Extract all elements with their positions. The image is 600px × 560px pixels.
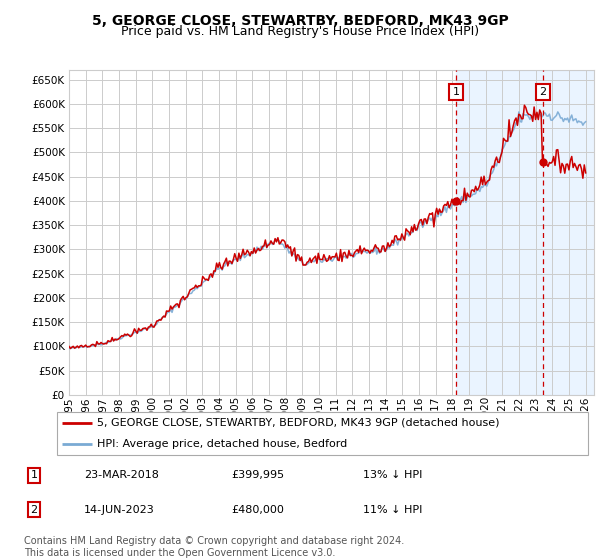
Text: 13% ↓ HPI: 13% ↓ HPI	[364, 470, 423, 480]
Text: 5, GEORGE CLOSE, STEWARTBY, BEDFORD, MK43 9GP (detached house): 5, GEORGE CLOSE, STEWARTBY, BEDFORD, MK4…	[97, 418, 499, 428]
Text: 14-JUN-2023: 14-JUN-2023	[84, 505, 155, 515]
Text: 1: 1	[31, 470, 37, 480]
Text: 5, GEORGE CLOSE, STEWARTBY, BEDFORD, MK43 9GP: 5, GEORGE CLOSE, STEWARTBY, BEDFORD, MK4…	[92, 14, 508, 28]
Text: £480,000: £480,000	[231, 505, 284, 515]
Bar	[456, 70, 600, 395]
Text: 23-MAR-2018: 23-MAR-2018	[84, 470, 159, 480]
Text: Contains HM Land Registry data © Crown copyright and database right 2024.
This d: Contains HM Land Registry data © Crown c…	[24, 536, 404, 558]
Text: Price paid vs. HM Land Registry's House Price Index (HPI): Price paid vs. HM Land Registry's House …	[121, 25, 479, 38]
Text: £399,995: £399,995	[231, 470, 284, 480]
Text: HPI: Average price, detached house, Bedford: HPI: Average price, detached house, Bedf…	[97, 439, 347, 449]
FancyBboxPatch shape	[56, 412, 588, 455]
Text: 1: 1	[452, 87, 460, 97]
Text: 11% ↓ HPI: 11% ↓ HPI	[364, 505, 423, 515]
Bar	[543, 70, 600, 395]
Text: 2: 2	[539, 87, 547, 97]
Text: 2: 2	[31, 505, 37, 515]
